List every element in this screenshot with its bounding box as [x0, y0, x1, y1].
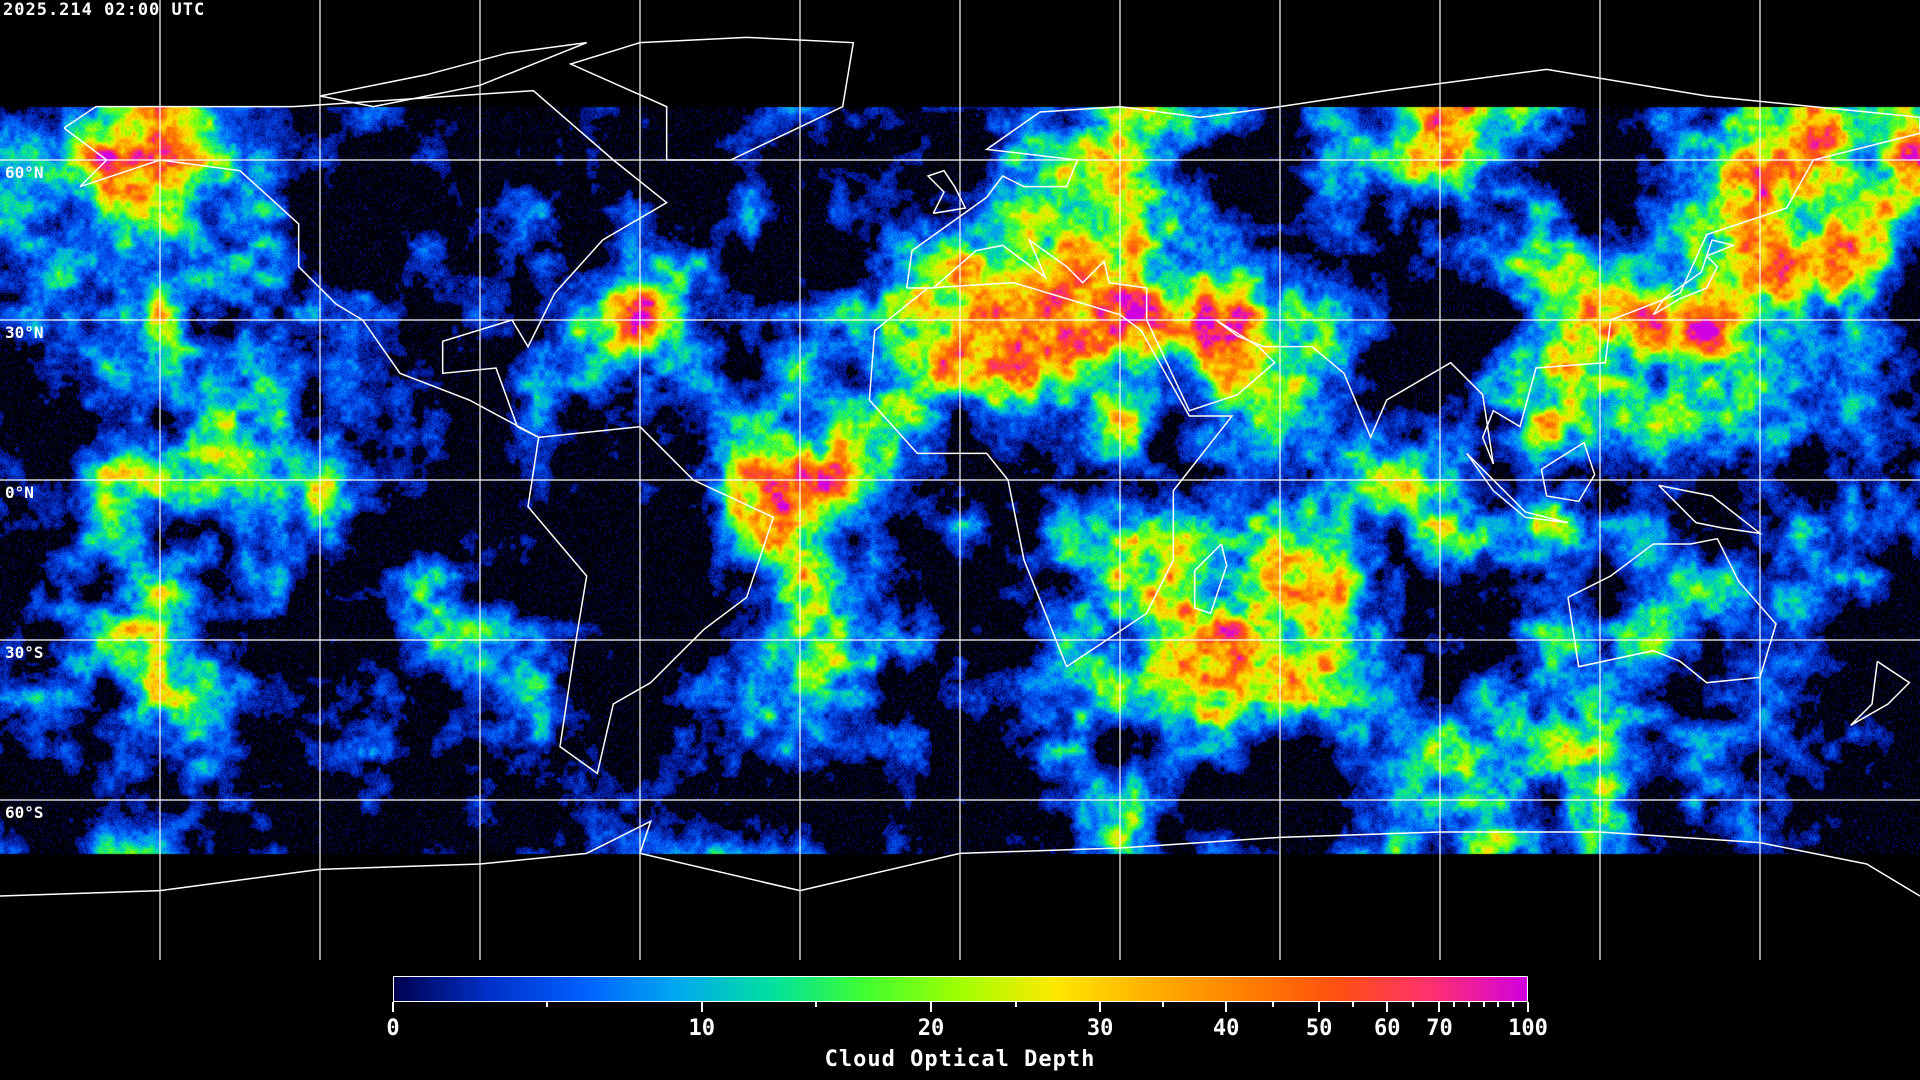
coastline-greenland [568, 36, 855, 161]
colorbar-tick [1225, 1002, 1228, 1012]
colorbar-tick [1482, 1002, 1485, 1007]
coastline-new-guinea [1658, 484, 1763, 535]
colorbar-tick-label: 60 [1374, 1016, 1401, 1041]
coastline-japan [1652, 239, 1736, 316]
lat-label-0n: 0°N [5, 483, 34, 502]
colorbar-tick-label: 30 [1086, 1016, 1114, 1041]
colorbar-tick [1527, 1002, 1529, 1012]
lat-label-30s: 30°S [5, 643, 44, 662]
colorbar-tick [1412, 1002, 1415, 1007]
coastline-new-zealand [1850, 660, 1911, 726]
colorbar-tick [1014, 1002, 1017, 1007]
colorbar-tick-label: 10 [688, 1016, 715, 1041]
coastline-eurasia [905, 68, 1920, 465]
coastline-australia [1567, 537, 1777, 684]
colorbar-tick [1467, 1002, 1470, 1007]
colorbar-tick [1271, 1002, 1274, 1007]
colorbar-tick [1386, 1002, 1389, 1012]
colorbar-tick [929, 1002, 932, 1012]
colorbar-tick [1497, 1002, 1500, 1007]
coastline-canadian-arctic [319, 41, 587, 108]
lat-label-60s: 60°S [5, 803, 44, 822]
colorbar-tick-label: 40 [1212, 1016, 1240, 1041]
coastline-uk [926, 169, 967, 215]
lat-label-60n: 60°N [5, 163, 44, 182]
coastline-borneo [1540, 441, 1596, 503]
colorbar-tick-label: 20 [917, 1016, 945, 1041]
cloud-optical-depth-map: 2025.214 02:00 UTC 60°N 30°N 0°N 30°S 60… [0, 0, 1920, 960]
coastline-antarctica [0, 819, 1920, 897]
colorbar-title: Cloud Optical Depth [824, 1047, 1096, 1072]
colorbar-tick [1453, 1002, 1456, 1007]
colorbar-tick [1318, 1002, 1321, 1012]
colorbar-tick [1099, 1002, 1102, 1012]
coastline-sumatra-java [1466, 452, 1569, 524]
colorbar-axis [0, 1002, 1920, 1042]
colorbar-tick [1352, 1002, 1355, 1007]
coastline-south-america [527, 425, 775, 775]
colorbar-tick [546, 1002, 549, 1007]
colorbar [393, 976, 1528, 1002]
coastline-madagascar [1193, 543, 1228, 615]
coastline-africa [868, 281, 1234, 668]
colorbar-tick [1162, 1002, 1165, 1007]
colorbar-tick-label: 50 [1305, 1016, 1333, 1041]
colorbar-tick-label: 0 [386, 1016, 400, 1041]
colorbar-tick-label: 100 [1508, 1016, 1548, 1041]
coastline-north-america [63, 89, 668, 439]
colorbar-tick [1438, 1002, 1441, 1012]
colorbar-tick [392, 1002, 394, 1012]
timestamp-title: 2025.214 02:00 UTC [3, 0, 206, 20]
colorbar-tick-label: 70 [1426, 1016, 1453, 1041]
colorbar-tick [815, 1002, 818, 1007]
colorbar-tick [700, 1002, 703, 1012]
map-overlay [0, 0, 1920, 960]
lat-label-30n: 30°N [5, 323, 44, 342]
colorbar-tick [1512, 1002, 1515, 1007]
